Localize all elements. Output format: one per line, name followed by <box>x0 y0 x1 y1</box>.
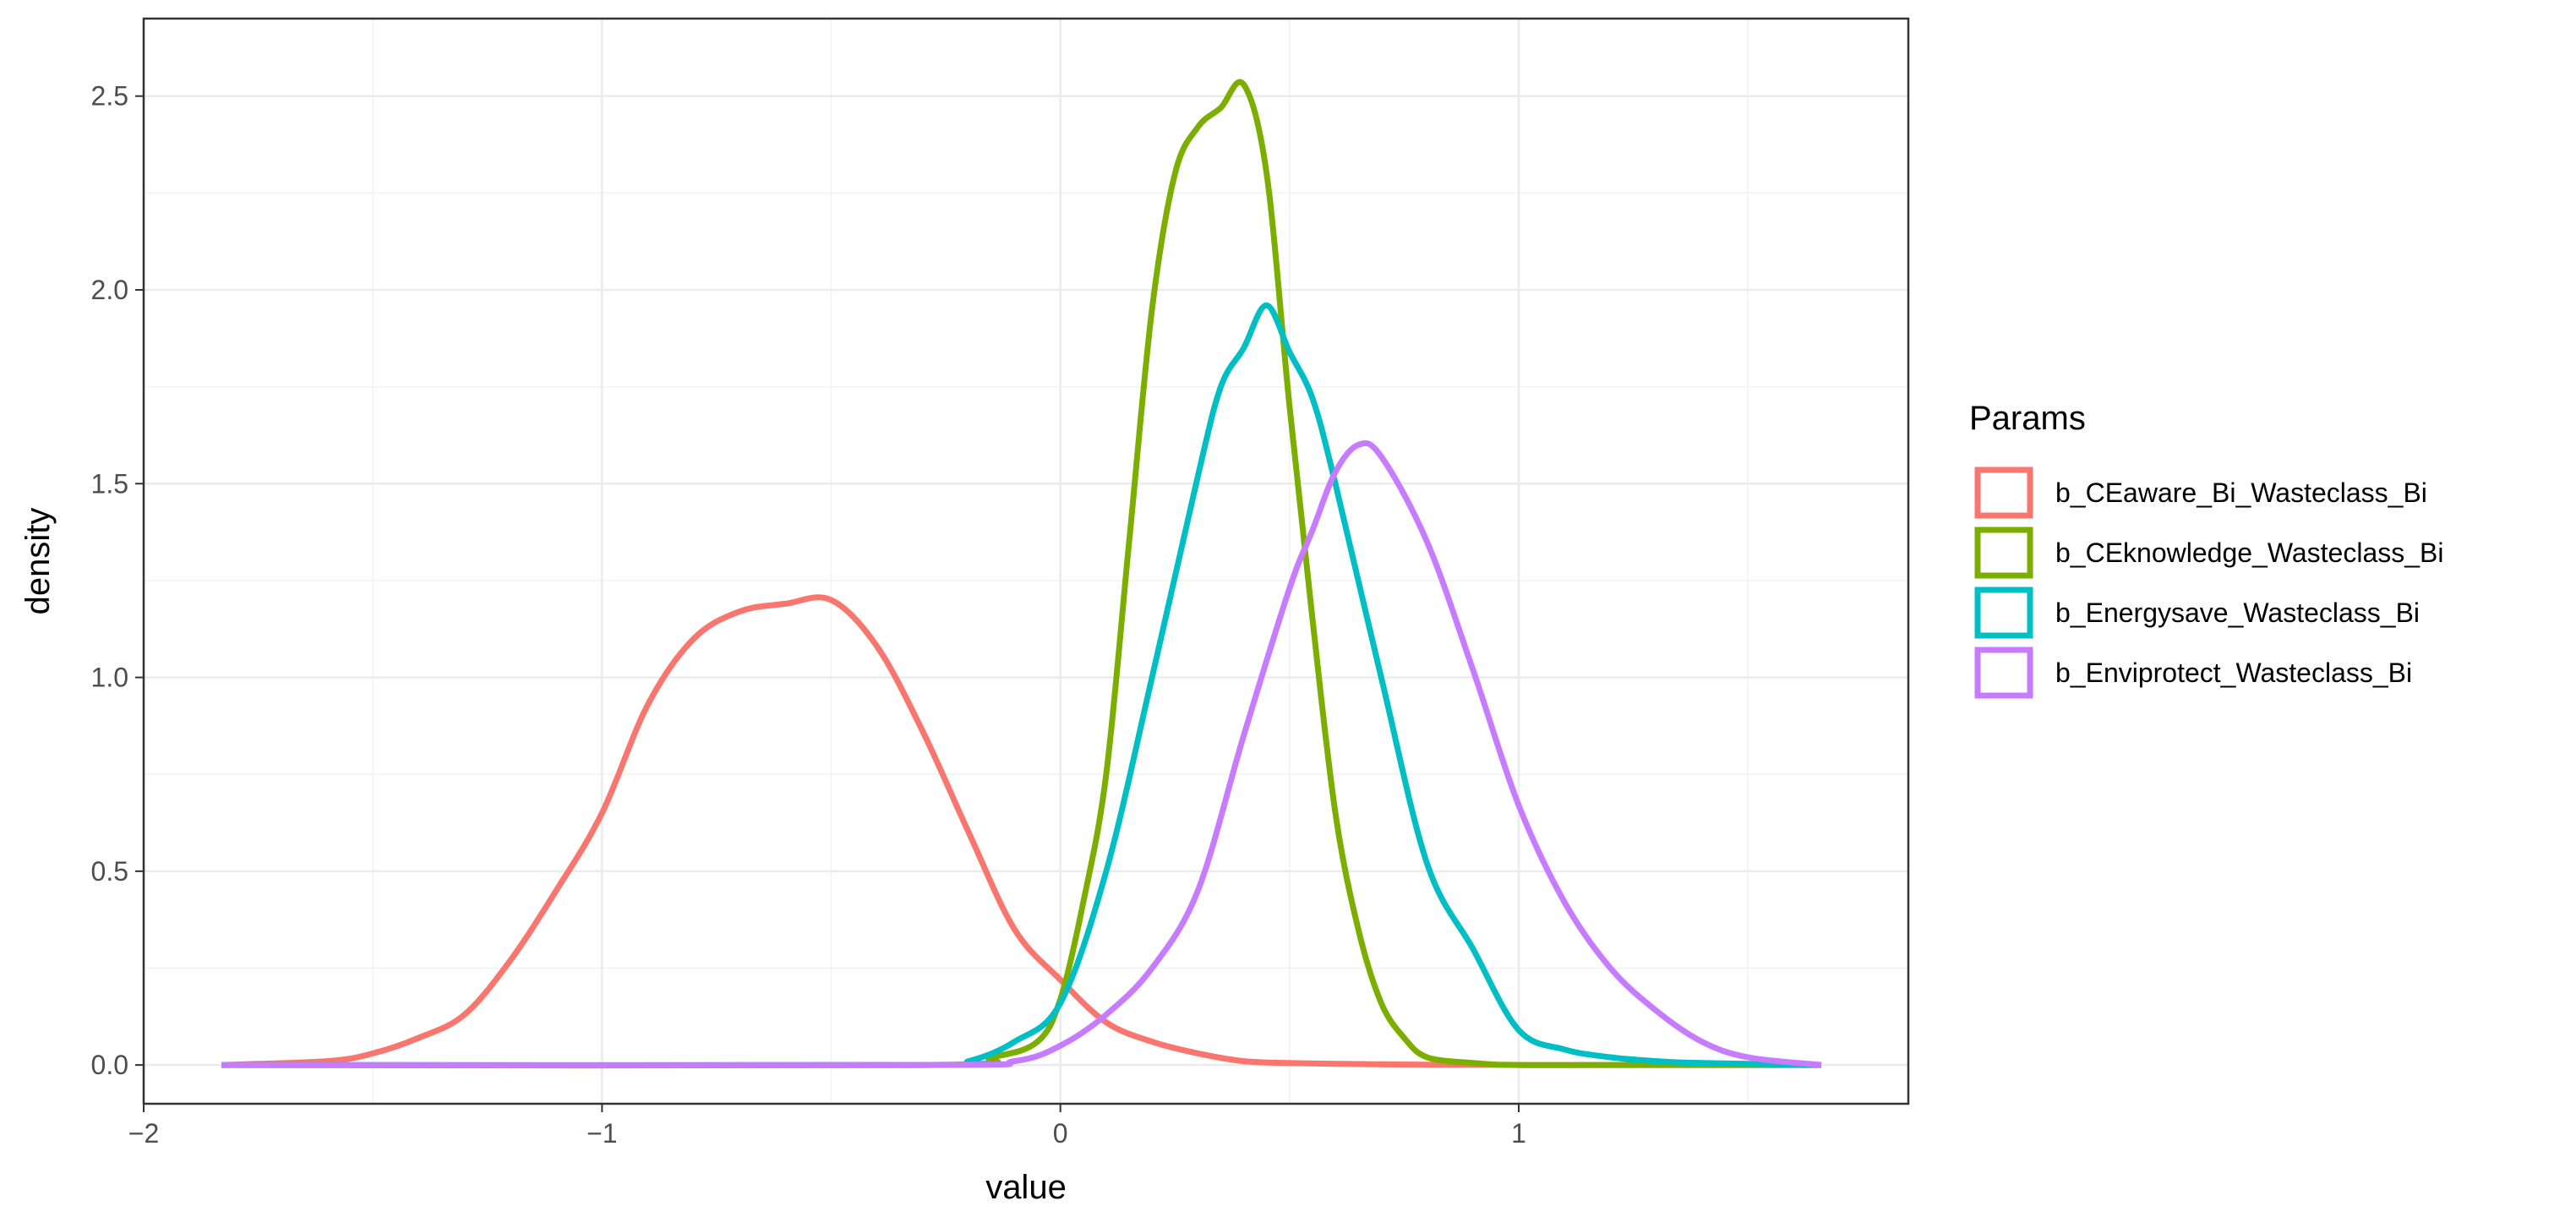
y-tick-label: 1.0 <box>91 663 128 693</box>
y-tick-label: 0.0 <box>91 1050 128 1080</box>
legend-label-3: b_Energysave_Wasteclass_Bi <box>2055 598 2420 628</box>
y-tick-label: 2.5 <box>91 81 128 112</box>
x-axis-title: value <box>985 1169 1067 1206</box>
plot-panel-border <box>142 17 1910 1105</box>
x-tick-label: −2 <box>128 1118 159 1149</box>
x-tick-label: 1 <box>1511 1118 1526 1149</box>
series-layer <box>221 79 1822 1069</box>
legend-label-4: b_Enviprotect_Wasteclass_Bi <box>2055 658 2412 688</box>
legend-items: b_CEaware_Bi_Wasteclass_Bi b_CEknowledge_… <box>1974 467 2444 699</box>
legend-key-2 <box>1974 527 2033 579</box>
y-tick-label: 0.5 <box>91 856 128 887</box>
legend-label-1: b_CEaware_Bi_Wasteclass_Bi <box>2055 478 2427 508</box>
x-tick-label: −1 <box>587 1118 617 1149</box>
legend: Params b_CEaware_Bi_Wasteclass_Bi b_CEkno… <box>1969 400 2444 699</box>
y-tick-label: 2.0 <box>91 275 128 305</box>
legend-key-3 <box>1974 587 2033 639</box>
density-line-2 <box>221 79 1821 1069</box>
legend-key-1 <box>1974 467 2033 519</box>
density-line-3 <box>221 302 1822 1068</box>
x-tick-label: 0 <box>1053 1118 1068 1149</box>
axis-layer: −2 −1 0 1 0.0 0.5 1.0 1.5 2.0 2.5 <box>91 81 1526 1149</box>
legend-label-2: b_CEknowledge_Wasteclass_Bi <box>2055 538 2444 568</box>
y-tick-label: 1.5 <box>91 468 128 499</box>
y-axis-title: density <box>19 508 57 615</box>
density-line-1 <box>221 594 1821 1068</box>
density-line-4 <box>221 439 1822 1068</box>
legend-title: Params <box>1969 400 2086 437</box>
legend-key-4 <box>1974 647 2033 699</box>
